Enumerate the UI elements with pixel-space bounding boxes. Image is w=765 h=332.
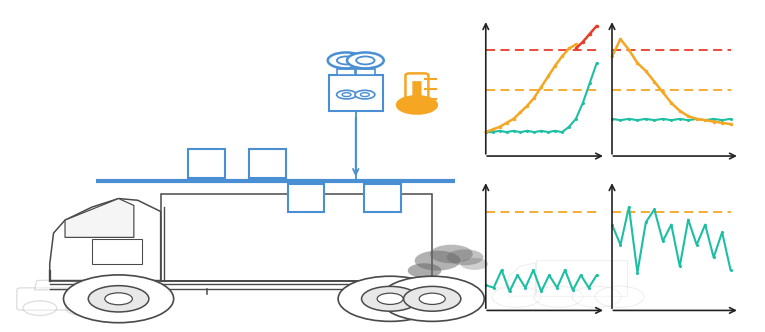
Circle shape: [461, 258, 488, 270]
Circle shape: [105, 293, 132, 305]
Circle shape: [337, 56, 355, 64]
Circle shape: [88, 286, 149, 312]
FancyBboxPatch shape: [356, 69, 375, 75]
Circle shape: [430, 245, 473, 263]
Circle shape: [419, 293, 445, 304]
Circle shape: [534, 286, 583, 307]
Circle shape: [492, 286, 541, 307]
Circle shape: [408, 263, 441, 278]
Circle shape: [404, 287, 461, 311]
Polygon shape: [65, 199, 134, 237]
Circle shape: [356, 56, 375, 64]
Polygon shape: [50, 199, 161, 281]
Circle shape: [447, 249, 483, 265]
Circle shape: [362, 287, 418, 311]
Circle shape: [595, 286, 644, 307]
FancyBboxPatch shape: [188, 149, 225, 178]
FancyBboxPatch shape: [364, 184, 401, 212]
FancyBboxPatch shape: [536, 260, 627, 296]
Circle shape: [397, 96, 437, 114]
Circle shape: [66, 301, 99, 315]
FancyBboxPatch shape: [161, 194, 432, 281]
Circle shape: [415, 251, 461, 271]
FancyBboxPatch shape: [405, 73, 428, 108]
Circle shape: [377, 293, 403, 304]
Circle shape: [338, 276, 442, 321]
Circle shape: [342, 93, 351, 97]
Circle shape: [23, 301, 57, 315]
FancyBboxPatch shape: [17, 288, 103, 310]
Circle shape: [380, 276, 484, 321]
Circle shape: [572, 286, 621, 307]
Circle shape: [360, 93, 369, 97]
Circle shape: [63, 275, 174, 323]
Circle shape: [337, 90, 356, 99]
FancyBboxPatch shape: [337, 69, 356, 75]
FancyBboxPatch shape: [288, 184, 324, 212]
Circle shape: [327, 52, 364, 68]
FancyBboxPatch shape: [329, 75, 382, 111]
Circle shape: [347, 52, 384, 68]
FancyBboxPatch shape: [412, 81, 422, 105]
Polygon shape: [509, 263, 536, 296]
Polygon shape: [34, 280, 84, 290]
Circle shape: [355, 90, 375, 99]
Polygon shape: [92, 239, 142, 264]
FancyBboxPatch shape: [249, 149, 286, 178]
